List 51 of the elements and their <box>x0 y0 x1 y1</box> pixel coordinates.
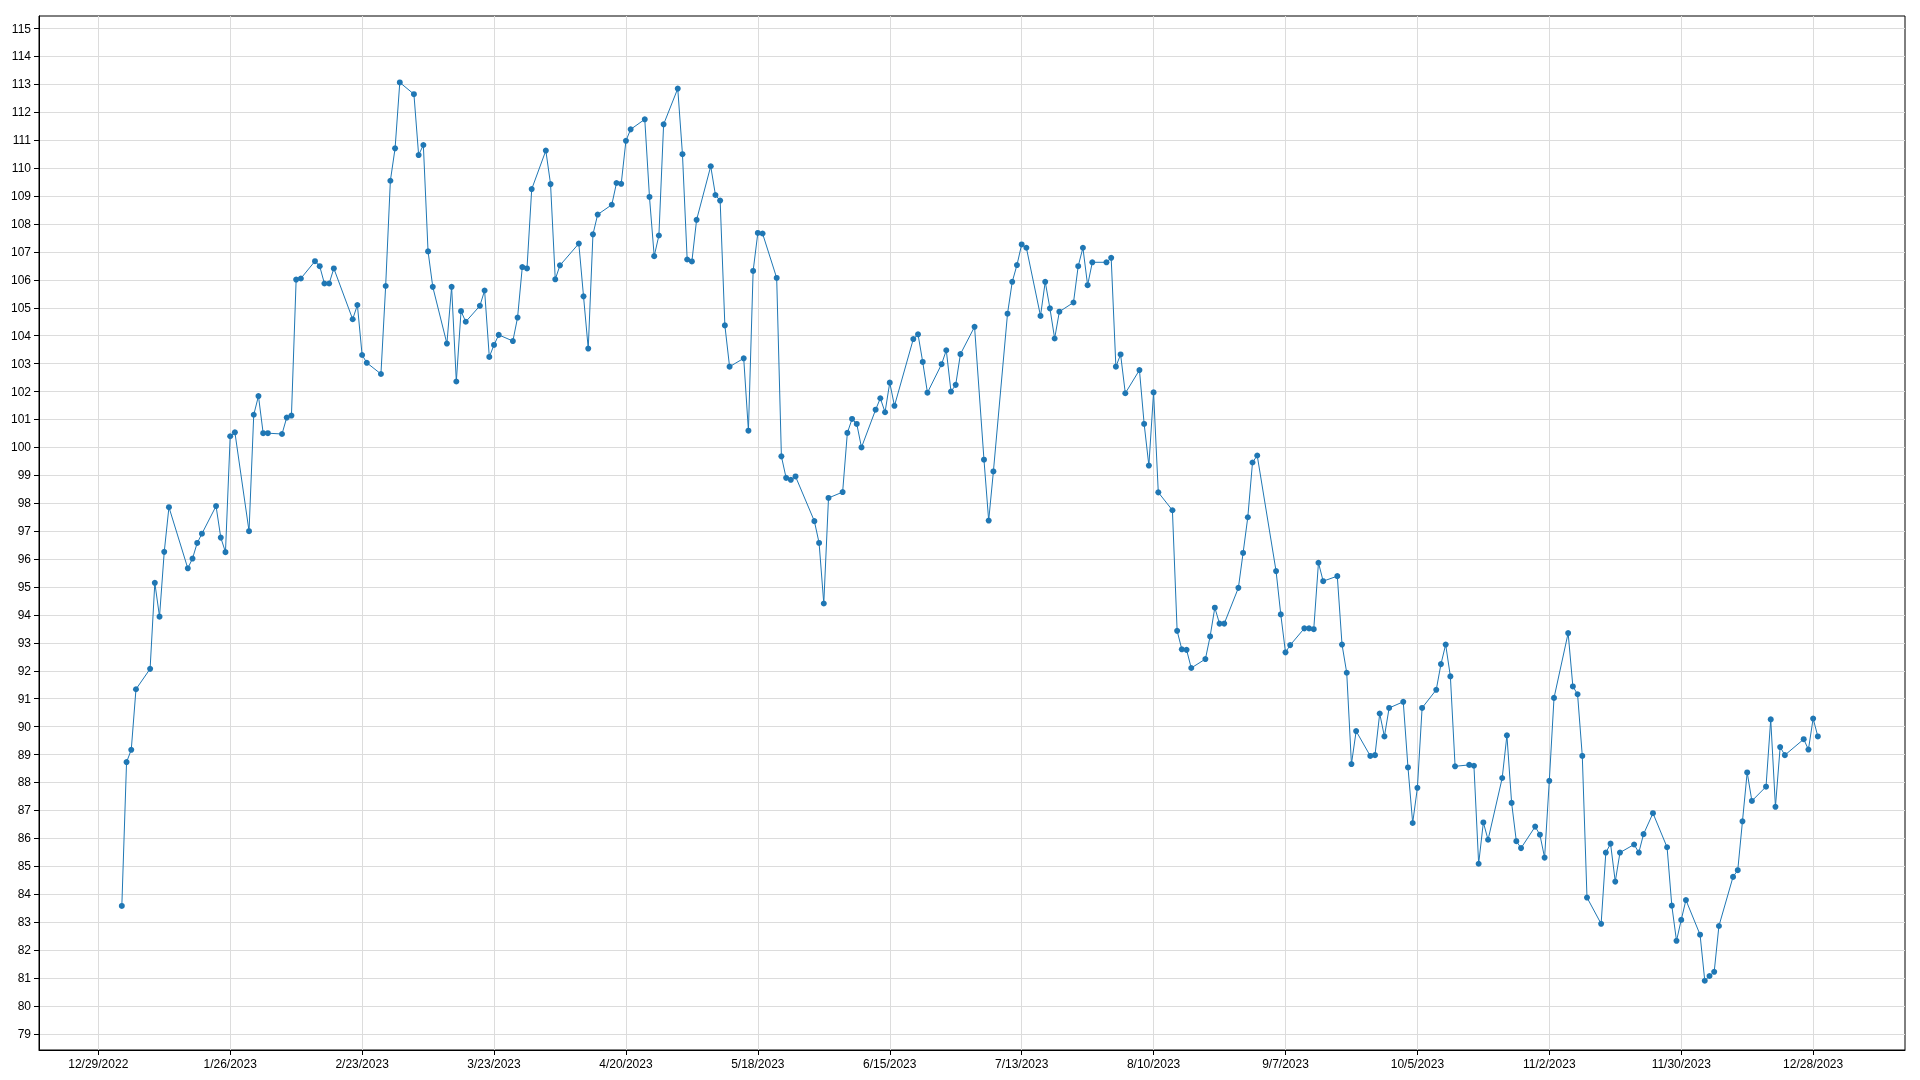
y-tick-label: 89 <box>17 747 32 762</box>
y-tick-label: 109 <box>10 189 32 204</box>
y-tick-label: 83 <box>17 915 32 930</box>
y-tick-label: 82 <box>17 943 32 958</box>
y-tick-label: 80 <box>17 998 32 1013</box>
x-tick-label: 7/13/2023 <box>994 1057 1049 1071</box>
y-tick-label: 92 <box>17 663 32 678</box>
y-tick-label: 107 <box>10 244 32 259</box>
y-tick-label: 115 <box>11 21 32 36</box>
y-tick-label: 88 <box>17 775 32 790</box>
y-tick-label: 94 <box>17 607 32 622</box>
x-tick-label: 11/30/2023 <box>1651 1057 1712 1071</box>
y-tick-label: 97 <box>17 524 32 539</box>
y-tick-label: 86 <box>17 831 32 846</box>
y-tick-label: 103 <box>10 356 32 371</box>
y-tick-label: 95 <box>17 580 32 595</box>
y-tick-label: 110 <box>11 161 32 176</box>
y-tick-label: 104 <box>10 328 32 343</box>
x-tick-label: 11/2/2023 <box>1523 1057 1576 1071</box>
x-tick-label: 2/23/2023 <box>335 1057 390 1071</box>
y-tick-label: 91 <box>17 691 32 706</box>
y-tick-label: 100 <box>10 440 32 455</box>
y-tick-label: 114 <box>11 49 32 64</box>
x-tick-label: 3/23/2023 <box>467 1057 522 1071</box>
x-tick-label: 5/18/2023 <box>731 1057 785 1071</box>
x-tick-label: 12/28/2023 <box>1783 1057 1844 1071</box>
y-tick-label: 90 <box>17 719 32 734</box>
y-tick-label: 113 <box>11 77 32 92</box>
y-tick-label: 112 <box>11 105 32 120</box>
y-tick-label: 87 <box>17 803 32 818</box>
y-tick-label: 98 <box>17 496 32 511</box>
y-tick-label: 99 <box>17 468 32 483</box>
x-tick-label: 4/20/2023 <box>599 1057 653 1071</box>
y-tick-label: 96 <box>17 552 32 567</box>
y-tick-label: 81 <box>17 970 32 985</box>
y-tick-label: 93 <box>17 635 32 650</box>
x-tick-label: 1/26/2023 <box>203 1057 258 1071</box>
y-tick-label: 105 <box>10 300 32 315</box>
y-tick-label: 101 <box>10 412 32 427</box>
y-tick-label: 84 <box>17 887 32 902</box>
y-tick-label: 108 <box>10 217 32 232</box>
y-tick-label: 106 <box>10 272 32 287</box>
x-tick-label: 6/15/2023 <box>863 1057 917 1071</box>
y-tick-label: 102 <box>10 384 32 399</box>
y-tick-label: 85 <box>17 859 32 874</box>
y-tick-label: 79 <box>17 1026 32 1041</box>
x-tick-label: 10/5/2023 <box>1390 1057 1445 1071</box>
y-tick-label: 111 <box>12 133 32 148</box>
x-tick-label: 9/7/2023 <box>1262 1057 1310 1071</box>
x-tick-label: 8/10/2023 <box>1126 1057 1181 1071</box>
x-tick-label: 12/29/2022 <box>68 1057 129 1071</box>
